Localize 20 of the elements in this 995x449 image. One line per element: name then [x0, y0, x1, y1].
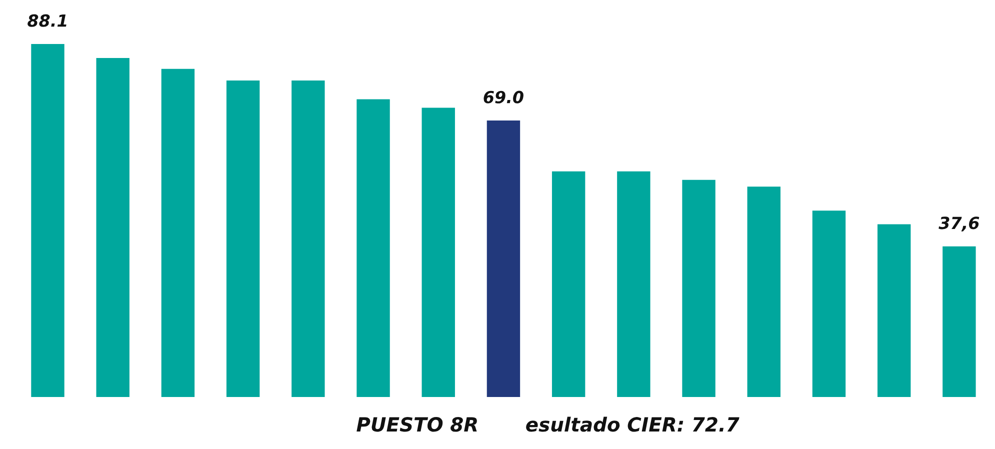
bar	[356, 99, 390, 397]
bar	[877, 224, 911, 397]
bar	[812, 210, 846, 397]
bar	[96, 58, 130, 397]
bar	[31, 44, 64, 397]
bar	[617, 171, 650, 397]
data-label: 88.1	[28, 14, 66, 27]
text: esultado CIER: 72.7	[526, 416, 740, 432]
bar	[422, 108, 455, 397]
data-label: 37,6	[938, 216, 980, 232]
bar	[552, 171, 586, 397]
bar	[161, 68, 195, 397]
text: PUESTO 8R	[356, 417, 477, 432]
bar	[226, 80, 260, 397]
bar	[682, 180, 716, 397]
bar	[942, 246, 976, 397]
bar	[292, 80, 325, 397]
data-label: 69.0	[484, 90, 524, 104]
bar	[486, 120, 520, 397]
bar	[747, 186, 780, 397]
